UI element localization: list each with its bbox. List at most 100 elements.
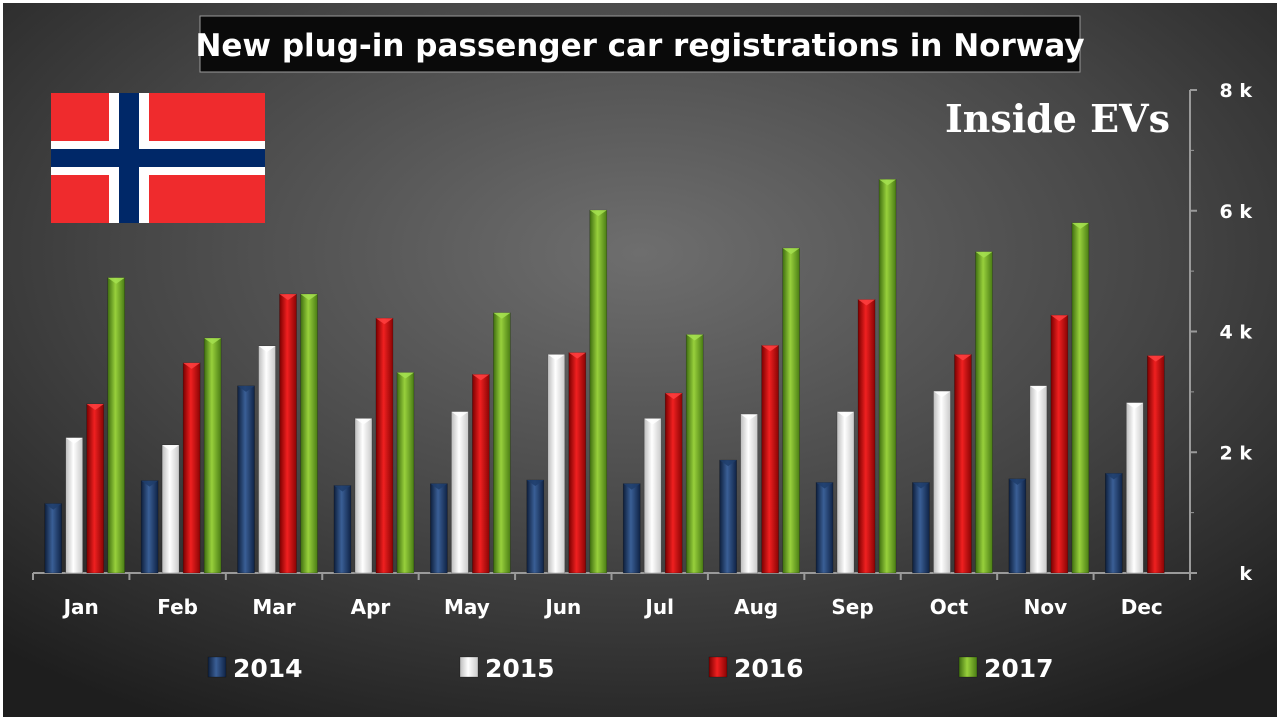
bar-2017-oct xyxy=(975,251,993,574)
bar-top-cap xyxy=(719,460,737,467)
bar-top-cap xyxy=(547,354,565,361)
bar-2014-aug xyxy=(719,459,737,574)
bar xyxy=(182,362,201,574)
bar-top-cap xyxy=(623,483,641,490)
bar-top-cap xyxy=(665,393,683,400)
bar xyxy=(493,312,511,574)
bar-2014-jun xyxy=(526,479,545,574)
bar xyxy=(740,413,758,574)
bar-top-cap xyxy=(333,485,351,492)
legend-item-2014: 2014 xyxy=(207,654,303,683)
bar-2016-jul xyxy=(664,392,683,574)
bar xyxy=(333,485,352,574)
bar-2016-feb xyxy=(182,362,201,574)
bar-2017-nov xyxy=(1071,222,1090,574)
bar-top-cap xyxy=(933,391,951,398)
x-tick-label: Feb xyxy=(157,595,198,619)
legend-label: 2016 xyxy=(734,654,804,683)
bar-top-cap xyxy=(107,277,125,284)
bar-top-cap xyxy=(162,445,180,452)
bar-2015-jul xyxy=(643,418,662,574)
bar-2014-oct xyxy=(912,482,930,574)
bar xyxy=(568,352,587,574)
bar-2014-sep xyxy=(815,482,834,574)
legend-label: 2015 xyxy=(485,654,555,683)
bar xyxy=(396,372,415,574)
bar xyxy=(1104,473,1123,574)
bar xyxy=(643,418,662,574)
bar xyxy=(1008,478,1027,574)
bar xyxy=(300,293,318,574)
x-tick-label: Sep xyxy=(831,595,873,619)
x-tick-label: Apr xyxy=(351,595,391,619)
bar-2015-feb xyxy=(161,444,180,574)
bar-top-cap xyxy=(430,483,448,490)
bar-2014-feb xyxy=(140,480,159,574)
bar-2017-apr xyxy=(396,372,415,574)
bar-top-cap xyxy=(1105,473,1123,480)
bar xyxy=(954,354,972,574)
bar-top-cap xyxy=(954,354,972,361)
bar xyxy=(1125,402,1144,574)
bar xyxy=(258,345,276,574)
bar-top-cap xyxy=(1008,478,1026,485)
x-tick-label: Nov xyxy=(1024,595,1068,619)
bar xyxy=(1050,314,1069,574)
bar xyxy=(719,459,737,574)
bar xyxy=(451,411,469,574)
bar xyxy=(526,479,545,574)
bar xyxy=(354,418,373,574)
bar-top-cap xyxy=(204,338,222,345)
bar-top-cap xyxy=(816,482,834,489)
bar-2015-apr xyxy=(354,418,373,574)
legend-swatch xyxy=(207,656,227,678)
y-tick-label: 8 k xyxy=(1220,80,1253,102)
bar-top-cap xyxy=(86,403,104,410)
bar-top-cap xyxy=(279,294,297,301)
bar xyxy=(547,354,566,574)
bar xyxy=(203,337,222,574)
bar xyxy=(685,334,704,574)
bar-top-cap xyxy=(300,294,318,301)
bar-2017-may xyxy=(493,312,511,574)
bar-2016-apr xyxy=(375,317,394,574)
bar xyxy=(761,345,779,574)
bar-top-cap xyxy=(644,418,662,425)
bar xyxy=(86,403,105,574)
y-tick-label: k xyxy=(1239,563,1252,585)
bar-2014-jan xyxy=(44,503,63,574)
x-tick-label: Mar xyxy=(252,595,295,619)
bar-2016-mar xyxy=(279,293,297,574)
bar-top-cap xyxy=(589,210,607,217)
bar-2015-dec xyxy=(1125,402,1144,574)
bar-2016-may xyxy=(472,374,490,574)
bar xyxy=(975,251,993,574)
bar-top-cap xyxy=(912,482,930,489)
bar-top-cap xyxy=(858,299,876,306)
bar-top-cap xyxy=(375,318,393,325)
bar-2014-apr xyxy=(333,485,352,574)
bar-2016-jun xyxy=(568,352,587,574)
chart-title: New plug-in passenger car registrations … xyxy=(195,28,1084,64)
bar-top-cap xyxy=(837,411,855,418)
bar-top-cap xyxy=(472,374,490,381)
bar-top-cap xyxy=(493,312,511,319)
bar xyxy=(857,299,876,574)
bar-2017-jan xyxy=(107,277,126,574)
legend-swatch xyxy=(708,656,728,678)
bar-2015-jun xyxy=(547,354,566,574)
x-tick-label: May xyxy=(444,595,490,619)
bar-2016-jan xyxy=(86,403,105,574)
bar xyxy=(279,293,297,574)
bar-top-cap xyxy=(237,385,255,392)
bar-top-cap xyxy=(354,418,372,425)
bar-2014-mar xyxy=(237,385,255,574)
bar-2015-jan xyxy=(65,437,84,574)
bar xyxy=(430,483,448,574)
bar-2017-sep xyxy=(878,179,897,574)
bar-top-cap xyxy=(44,503,62,510)
norway-flag xyxy=(51,93,265,223)
bar-top-cap xyxy=(1071,222,1089,229)
bar xyxy=(140,480,159,574)
